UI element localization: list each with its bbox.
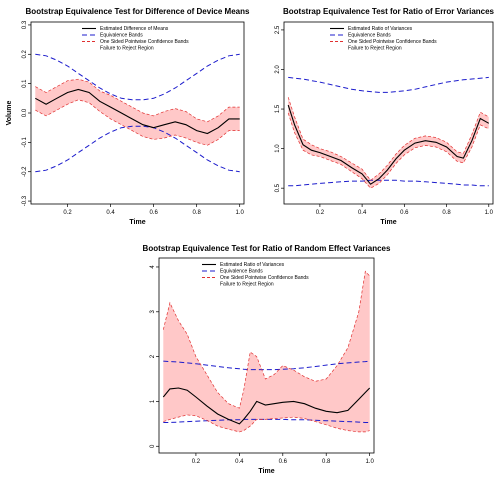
- upper-equivalence-band-line: [288, 76, 489, 93]
- y-tick-label: 2: [150, 354, 156, 358]
- y-tick-label: -0.1: [22, 137, 28, 148]
- x-axis-label: Time: [380, 219, 396, 226]
- upper-confidence-band-line: [162, 270, 370, 409]
- y-tick-label: 2.5: [275, 25, 281, 34]
- x-axis-label: Time: [258, 468, 274, 475]
- y-tick-label: 0.2: [22, 49, 28, 58]
- x-tick-label: 1.0: [236, 210, 245, 216]
- y-tick-label: 4: [150, 265, 156, 269]
- x-tick-label: 0.6: [149, 210, 158, 216]
- y-tick-label: 2.0: [275, 65, 281, 74]
- x-tick-label: 0.4: [106, 210, 115, 216]
- y-tick-label: 0.5: [275, 183, 281, 192]
- x-tick-label: 0.6: [279, 459, 288, 465]
- y-axis-label: Volume: [6, 101, 13, 126]
- y-tick-label: -0.3: [22, 195, 28, 206]
- lower-confidence-band-line: [35, 99, 240, 146]
- x-tick-label: 1.0: [365, 459, 374, 465]
- legend-item: Failure to Reject Region: [220, 282, 274, 288]
- chart-title: Bootstrap Equivalence Test for Differenc…: [26, 7, 250, 16]
- legend: Estimated Ratio of VariancesEquivalence …: [202, 262, 309, 288]
- legend: Estimated Ratio of VariancesEquivalence …: [330, 26, 437, 52]
- legend: Estimated Difference of MeansEquivalence…: [82, 26, 189, 52]
- estimate-line: [287, 104, 490, 185]
- legend-item: Failure to Reject Region: [100, 46, 154, 52]
- upper-confidence-band-line: [287, 97, 489, 181]
- x-tick-label: 0.2: [63, 210, 72, 216]
- x-axis-label: Time: [129, 219, 145, 226]
- y-tick-label: 0.1: [22, 79, 28, 88]
- y-tick-label: 3: [150, 309, 156, 313]
- legend-item: One Sided Pointwise Confidence Bands: [348, 39, 437, 45]
- x-tick-label: 0.8: [442, 210, 451, 216]
- x-tick-label: 0.6: [400, 210, 409, 216]
- estimate-line: [35, 88, 240, 135]
- failure-to-reject-region: [35, 79, 240, 146]
- x-tick-label: 0.8: [192, 210, 201, 216]
- x-tick-label: 1.0: [485, 210, 494, 216]
- x-tick-label: 0.2: [316, 210, 325, 216]
- upper-equivalence-band-line: [163, 360, 370, 371]
- chart-3: Bootstrap Equivalence Test for Ratio of …: [143, 244, 391, 475]
- y-tick-label: 0: [150, 444, 156, 448]
- failure-to-reject-region: [288, 97, 489, 189]
- chart-2: Bootstrap Equivalence Test for Ratio of …: [275, 7, 495, 226]
- legend-item: Failure to Reject Region: [348, 46, 402, 52]
- y-tick-label: 1.0: [275, 144, 281, 153]
- x-tick-label: 0.8: [322, 459, 331, 465]
- legend-item: Estimated Ratio of Variances: [348, 26, 413, 32]
- legend-item: Estimated Difference of Means: [100, 26, 169, 32]
- legend-item: One Sided Pointwise Confidence Bands: [220, 275, 309, 281]
- y-tick-label: -0.2: [22, 166, 28, 177]
- legend-item: Estimated Ratio of Variances: [220, 262, 285, 268]
- x-tick-label: 0.4: [235, 459, 244, 465]
- upper-equivalence-band-line: [35, 53, 240, 101]
- chart-title: Bootstrap Equivalence Test for Ratio of …: [283, 7, 495, 16]
- chart-title: Bootstrap Equivalence Test for Ratio of …: [143, 244, 391, 253]
- legend-item: Equivalence Bands: [348, 33, 391, 39]
- plot-frame: [283, 21, 494, 205]
- chart-1: Bootstrap Equivalence Test for Differenc…: [6, 7, 250, 226]
- lower-confidence-band-line: [163, 414, 370, 433]
- legend-item: Equivalence Bands: [220, 269, 263, 275]
- estimate-line: [162, 387, 371, 425]
- y-tick-label: 0.3: [22, 20, 28, 29]
- x-tick-label: 0.2: [192, 459, 201, 465]
- failure-to-reject-region: [163, 271, 370, 432]
- x-tick-label: 0.4: [358, 210, 367, 216]
- y-tick-label: 1.5: [275, 104, 281, 113]
- lower-equivalence-band-line: [35, 125, 240, 173]
- lower-equivalence-band-line: [288, 179, 489, 187]
- y-tick-label: 0.0: [22, 108, 28, 117]
- plot-frame: [158, 257, 375, 454]
- legend-item: Equivalence Bands: [100, 33, 143, 39]
- lower-confidence-band-line: [287, 112, 489, 189]
- legend-item: One Sided Pointwise Confidence Bands: [100, 39, 189, 45]
- y-tick-label: 1: [150, 399, 156, 403]
